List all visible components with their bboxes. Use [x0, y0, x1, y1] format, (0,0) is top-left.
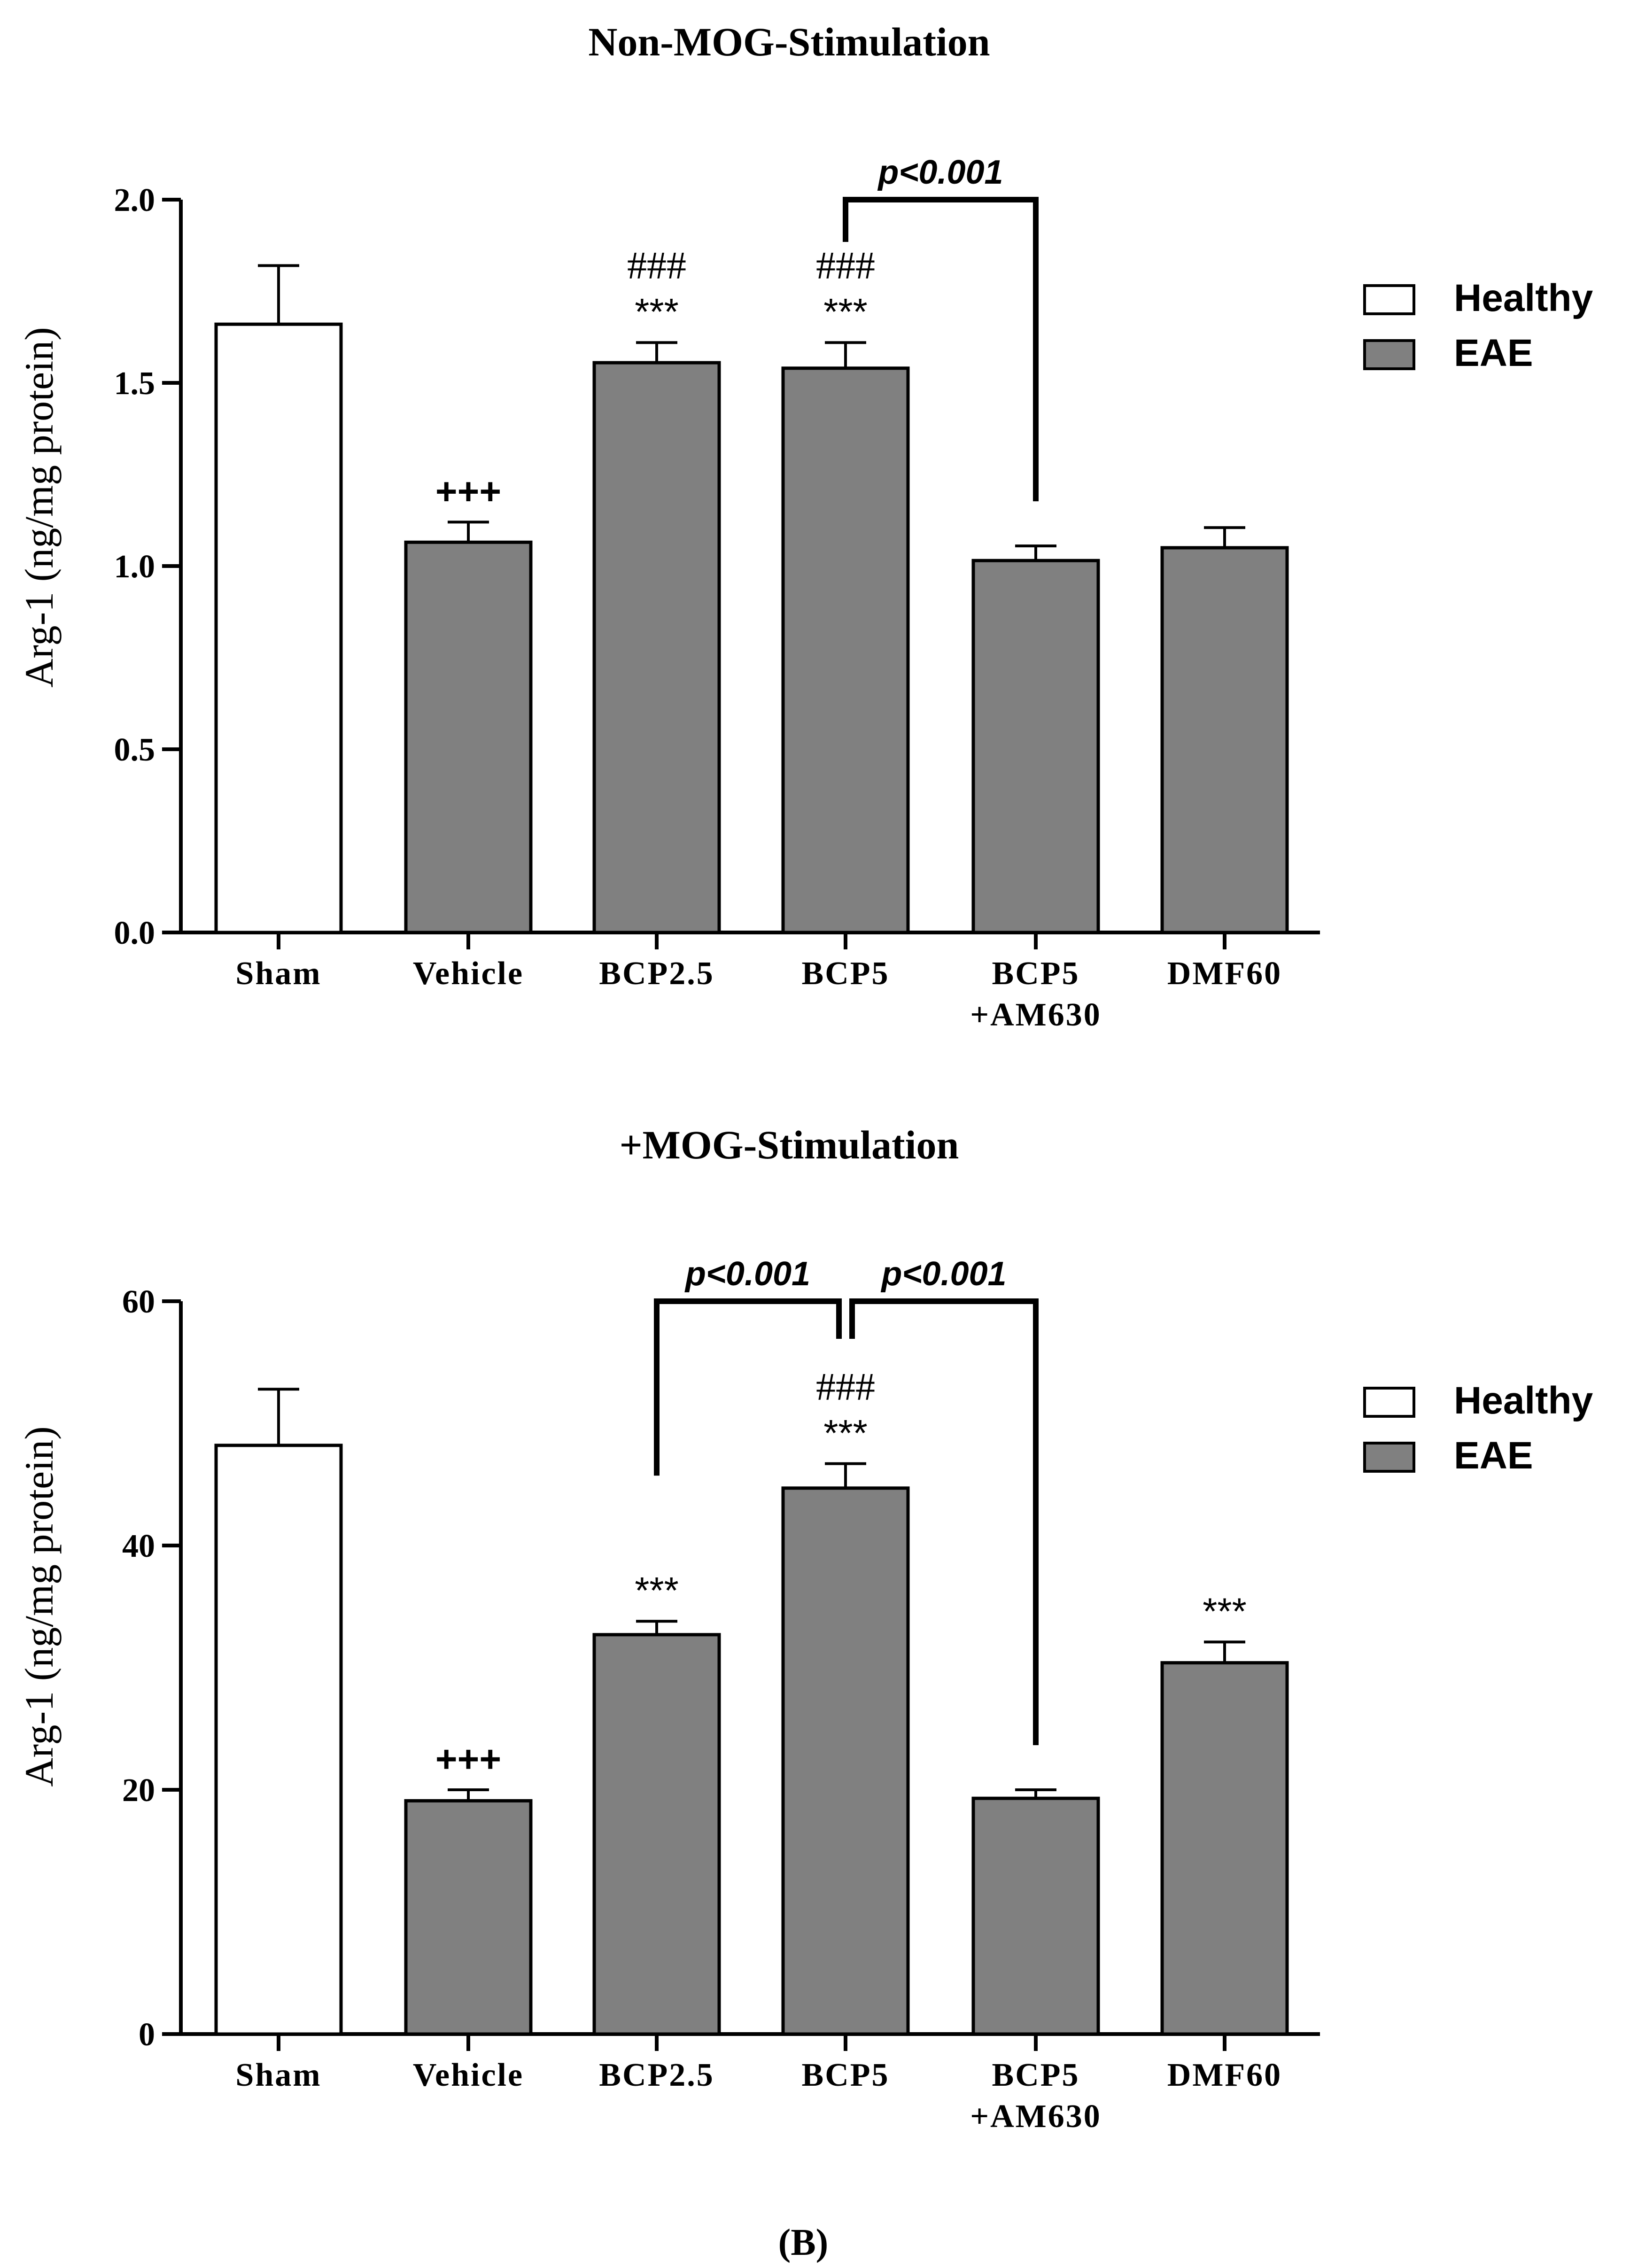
legend-label-eae-2: EAE	[1454, 1434, 1533, 1477]
x-tick-label-vehicle: Vehicle	[413, 2057, 524, 2093]
bar-vehicle	[404, 1799, 533, 2036]
significance-bracket	[654, 1298, 842, 1476]
y-tick-label: 0	[139, 2017, 155, 2053]
y-ticks-1: 0.0 0.5 1.0 1.5 2.0	[114, 182, 181, 951]
x-tick-label-vehicle: Vehicle	[413, 955, 524, 992]
significance-label-bcp5: ###	[816, 244, 875, 287]
y-tick-label: 1.0	[114, 549, 155, 585]
significance-bracket	[849, 1298, 1039, 1745]
bracket-label: p<0.001	[877, 154, 1003, 191]
x-tick-labels-1: Sham Vehicle BCP2.5 BCP5 BCP5 +AM630 DMF60	[235, 932, 1282, 1033]
significance-label-bcp2-5: ###	[627, 244, 686, 287]
panel-label: (B)	[778, 2222, 829, 2263]
bars-2: +++******###***	[214, 1365, 1289, 2036]
significance-label-bcp2-5: ***	[635, 291, 678, 333]
y-tick-label: 20	[122, 1772, 155, 1809]
legend-label-eae: EAE	[1454, 332, 1533, 374]
significance-bracket	[843, 197, 1039, 502]
y-tick-label: 60	[122, 1284, 155, 1320]
legend-swatch-healthy	[1363, 284, 1415, 315]
legend-item-eae-2: EAE	[1363, 1434, 1533, 1477]
x-tick-label-sham: Sham	[235, 2057, 321, 2093]
y-axis-label-1: Arg-1 (ng/mg protein)	[16, 327, 62, 688]
chart-title-1: Non-MOG-Stimulation	[588, 19, 990, 64]
bar-dmf60	[1160, 546, 1289, 934]
chart-title-2: +MOG-Stimulation	[620, 1122, 959, 1167]
x-tick-label-bcp5-am630: +AM630	[970, 2098, 1102, 2135]
y-ticks-2: 0 20 40 60	[122, 1284, 181, 2053]
legend-label-healthy-2: Healthy	[1454, 1379, 1593, 1422]
bar-vehicle	[404, 540, 533, 934]
x-tick-labels-2: Sham Vehicle BCP2.5 BCP5 BCP5 +AM630 DMF60	[235, 2034, 1282, 2135]
x-tick-label-bcp5: BCP5	[802, 2057, 890, 2093]
bars-1: +++***###***###	[214, 244, 1289, 934]
x-tick-label-bcp5-am630: +AM630	[970, 997, 1102, 1033]
legend-item-healthy-2: Healthy	[1363, 1379, 1593, 1422]
significance-label-bcp5: ***	[823, 291, 867, 333]
legend-1: Healthy EAE	[1363, 277, 1593, 374]
chart-panel-1: Non-MOG-Stimulation Arg-1 (ng/mg protein…	[16, 19, 1593, 1033]
y-tick-label: 1.5	[114, 365, 155, 402]
y-axis-label-2: Arg-1 (ng/mg protein)	[16, 1426, 62, 1787]
y-tick-label: 0.5	[114, 732, 155, 768]
significance-label-dmf60: ***	[1203, 1590, 1246, 1632]
significance-label-vehicle: +++	[435, 1738, 501, 1780]
x-tick-label-bcp5: BCP5	[802, 955, 890, 992]
bar-bcp5-am630	[971, 1796, 1100, 2036]
legend-item-eae: EAE	[1363, 332, 1533, 374]
brackets-1: p<0.001	[843, 154, 1039, 502]
legend-2: Healthy EAE	[1363, 1379, 1593, 1477]
x-tick-label-dmf60: DMF60	[1167, 2057, 1282, 2093]
bar-bcp2-5	[592, 361, 721, 934]
legend-item-healthy: Healthy	[1363, 277, 1593, 319]
legend-swatch-eae-2	[1363, 1442, 1415, 1473]
legend-label-healthy: Healthy	[1454, 277, 1593, 319]
x-tick-label-bcp5-am630: BCP5	[992, 2057, 1080, 2093]
chart-panel-2: +MOG-Stimulation Arg-1 (ng/mg protein) 0…	[16, 1122, 1593, 2135]
y-tick-label: 2.0	[114, 182, 155, 218]
significance-label-vehicle: +++	[435, 470, 501, 512]
significance-label-bcp5: ###	[816, 1365, 875, 1409]
x-tick-label-dmf60: DMF60	[1167, 955, 1282, 992]
bar-dmf60	[1160, 1661, 1289, 2036]
bracket-label: p<0.001	[880, 1255, 1006, 1293]
x-tick-label-bcp2-5: BCP2.5	[599, 2057, 714, 2093]
x-tick-label-sham: Sham	[235, 955, 321, 992]
bracket-label: p<0.001	[684, 1255, 810, 1293]
bar-bcp5-am630	[971, 559, 1100, 934]
legend-swatch-healthy-2	[1363, 1387, 1415, 1418]
y-tick-label: 40	[122, 1528, 155, 1564]
bar-bcp5	[781, 366, 910, 934]
bar-sham	[214, 1444, 343, 2036]
y-tick-label: 0.0	[114, 915, 155, 951]
brackets-2: p<0.001 p<0.001	[654, 1255, 1039, 1745]
significance-label-bcp5: ***	[823, 1412, 867, 1454]
x-tick-label-bcp2-5: BCP2.5	[599, 955, 714, 992]
bar-bcp2-5	[592, 1633, 721, 2036]
x-tick-label-bcp5-am630: BCP5	[992, 955, 1080, 992]
bar-sham	[214, 322, 343, 934]
significance-label-bcp2-5: ***	[635, 1569, 678, 1611]
bar-bcp5	[781, 1486, 910, 2036]
legend-swatch-eae	[1363, 339, 1415, 370]
